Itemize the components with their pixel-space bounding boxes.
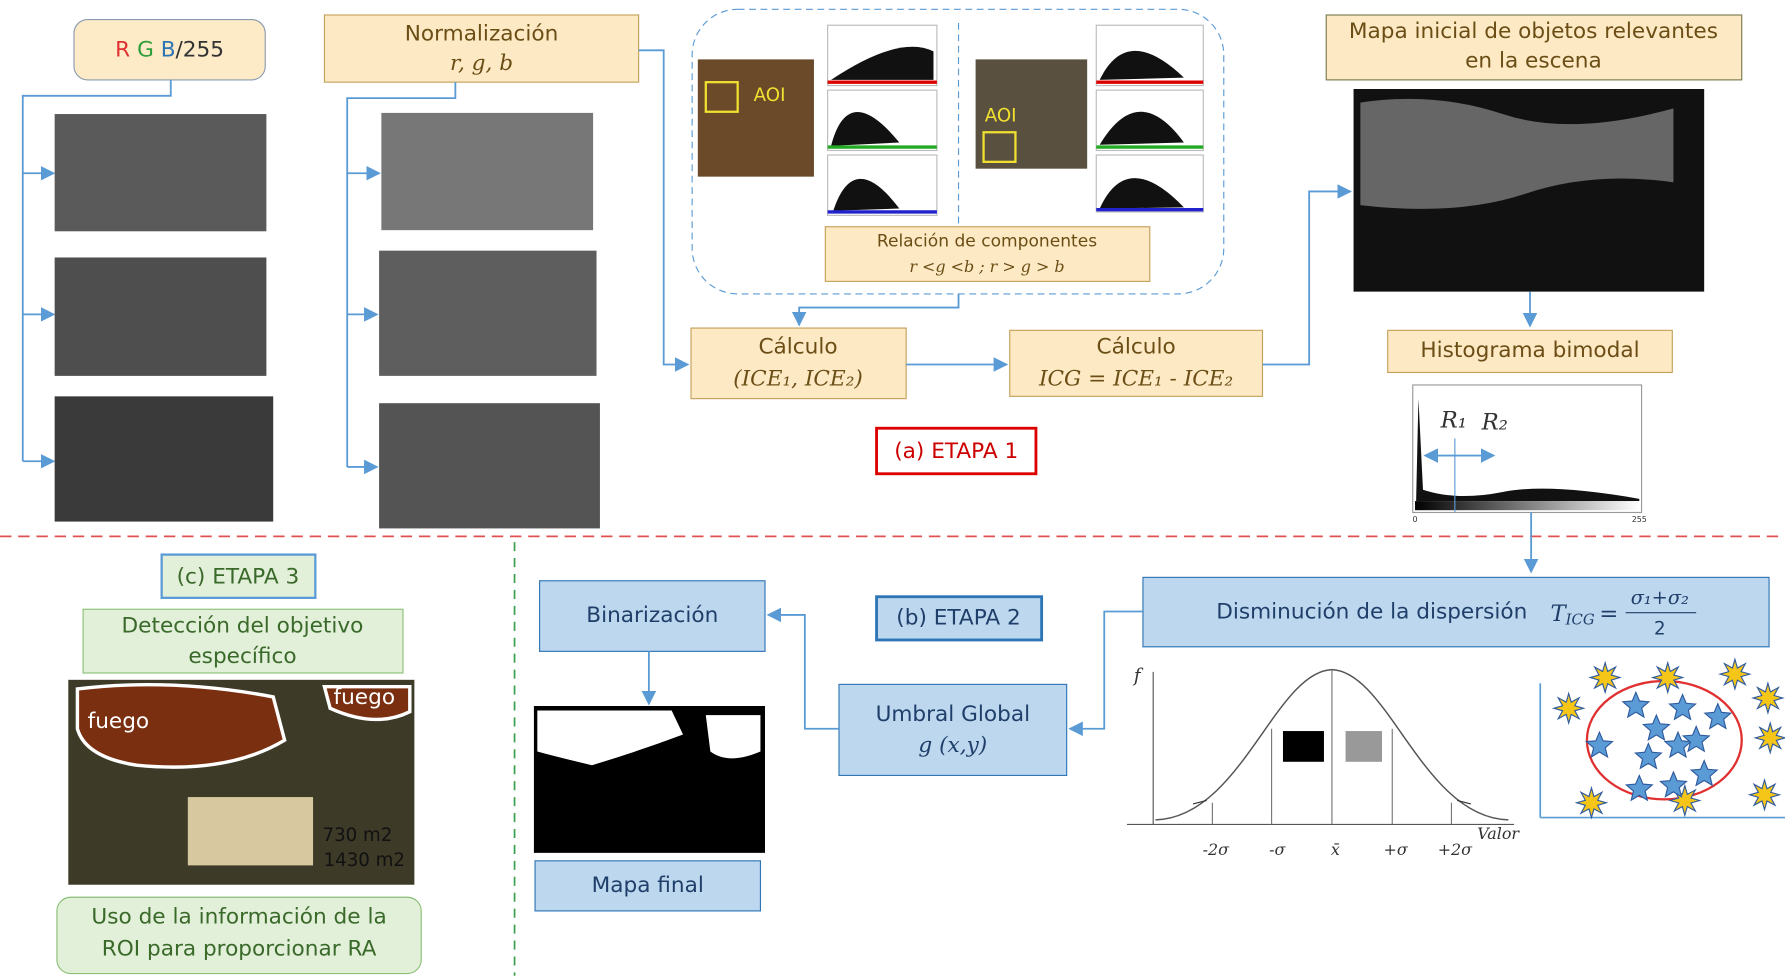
g: G bbox=[137, 37, 154, 62]
star bbox=[1635, 744, 1661, 769]
r1: R₁ bbox=[1440, 407, 1467, 433]
b: B bbox=[161, 37, 176, 62]
star bbox=[1653, 663, 1683, 693]
star bbox=[1643, 715, 1669, 740]
suffix: /255 bbox=[176, 37, 225, 62]
star bbox=[1590, 663, 1620, 693]
connector bbox=[1262, 191, 1350, 364]
detection-text: Detección del objetivo bbox=[122, 613, 364, 638]
star bbox=[1683, 726, 1709, 751]
threshold-box bbox=[839, 684, 1067, 775]
star bbox=[1577, 788, 1607, 818]
star bbox=[1586, 732, 1612, 757]
histogram-ramp bbox=[1415, 501, 1639, 510]
calc2-title: Cálculo bbox=[1097, 334, 1176, 359]
sub: ICG bbox=[1565, 612, 1595, 629]
axis-max: 255 bbox=[1632, 515, 1647, 524]
normalization-formula: r, g, b bbox=[450, 51, 513, 76]
star bbox=[1670, 695, 1696, 720]
gaussian-tick: -σ bbox=[1269, 840, 1286, 859]
threshold-title: Umbral Global bbox=[876, 702, 1031, 727]
connector bbox=[1070, 612, 1143, 729]
photo-g bbox=[55, 257, 267, 375]
histogram-title: Histograma bimodal bbox=[1420, 338, 1639, 363]
calc1-title: Cálculo bbox=[758, 334, 837, 359]
threshold-formula: g (x,y) bbox=[918, 733, 987, 758]
binarization-label: Binarización bbox=[586, 603, 718, 628]
y-label: f bbox=[1132, 665, 1144, 686]
r: R bbox=[115, 37, 130, 62]
final-map-label: Mapa final bbox=[592, 873, 704, 898]
aoi-photo bbox=[698, 59, 814, 176]
calc1-formula: (ICE₁, ICE₂) bbox=[733, 366, 863, 391]
r2: R₂ bbox=[1481, 410, 1508, 436]
star bbox=[1753, 683, 1783, 713]
page: {"rgb_box": {"r": "R", "g": "G", "b": "B… bbox=[0, 0, 1785, 976]
fire-label: fuego bbox=[88, 709, 150, 734]
map-title: Mapa inicial de objetos relevantes bbox=[1349, 19, 1718, 44]
x-label: Valor bbox=[1477, 824, 1520, 843]
axis-min: 0 bbox=[1412, 515, 1417, 524]
gaussian-tick: x̄ bbox=[1331, 840, 1340, 859]
calc2-formula: ICG = ICE₁ - ICE₂ bbox=[1038, 366, 1233, 391]
photo-bn bbox=[379, 403, 600, 528]
formula-num: σ₁+σ₂ bbox=[1631, 586, 1689, 609]
eq: = bbox=[1599, 601, 1618, 627]
normalization-title: Normalización bbox=[405, 21, 559, 46]
star bbox=[1691, 761, 1717, 786]
stage3-label: (c) ETAPA 3 bbox=[177, 564, 300, 589]
usage-text: Uso de la información de la bbox=[91, 905, 386, 930]
star bbox=[1720, 659, 1750, 689]
star bbox=[1554, 693, 1584, 723]
aoi-label: AOI bbox=[985, 105, 1017, 126]
rgb-label: R G B/255 bbox=[115, 37, 224, 62]
map-title: en la escena bbox=[1465, 49, 1602, 74]
gaussian-tick: +σ bbox=[1384, 840, 1409, 859]
connector bbox=[768, 615, 839, 729]
gaussian-tick: +2σ bbox=[1438, 840, 1473, 859]
gaussian-tick: -2σ bbox=[1203, 840, 1231, 859]
aoi-label: AOI bbox=[754, 85, 786, 106]
photo-r bbox=[55, 114, 267, 231]
star bbox=[1623, 692, 1649, 717]
photo-gn bbox=[379, 251, 596, 376]
formula-den: 2 bbox=[1654, 619, 1666, 640]
photo-rn bbox=[381, 113, 593, 230]
star bbox=[1705, 704, 1731, 729]
diagram: R G B/255 Normalización r, g, b AOI AOI … bbox=[0, 0, 1785, 976]
relation-title: Relación de componentes bbox=[877, 232, 1097, 252]
detection-text: específico bbox=[188, 644, 296, 669]
area-label: 730 m2 bbox=[323, 825, 393, 846]
fire-label: fuego bbox=[334, 685, 396, 710]
dispersion-text: Disminución de la dispersión bbox=[1216, 600, 1527, 625]
star bbox=[1750, 780, 1780, 810]
connector bbox=[639, 50, 688, 364]
stage2-label: (b) ETAPA 2 bbox=[896, 605, 1020, 630]
area-label: 1430 m2 bbox=[324, 850, 405, 871]
gaussian bbox=[1127, 670, 1514, 825]
connector bbox=[799, 294, 958, 325]
house bbox=[188, 797, 313, 865]
usage-text: ROI para proporcionar RA bbox=[102, 937, 377, 962]
star-plot bbox=[1540, 659, 1785, 817]
stage1-label: (a) ETAPA 1 bbox=[894, 439, 1018, 464]
relation-formula: r <g <b ; r > g > b bbox=[909, 257, 1064, 276]
photo-b bbox=[55, 396, 274, 521]
star bbox=[1755, 723, 1785, 753]
